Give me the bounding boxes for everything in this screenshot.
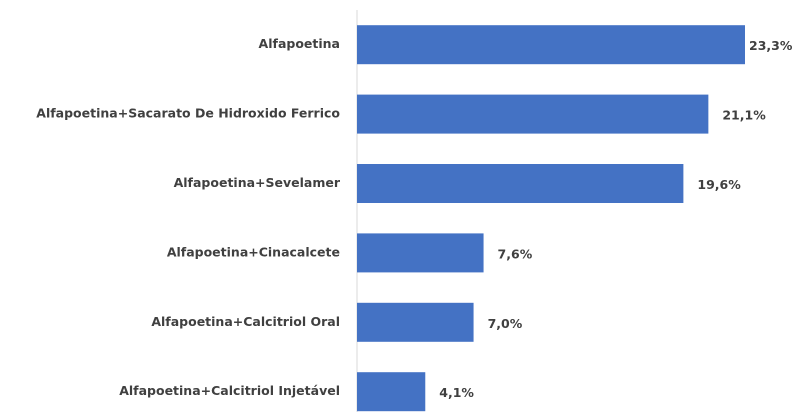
bar bbox=[357, 372, 426, 412]
value-label: 21,1% bbox=[722, 108, 766, 123]
category-label: Alfapoetina+Calcitriol Oral bbox=[151, 314, 340, 329]
bar bbox=[357, 25, 745, 65]
value-label: 19,6% bbox=[697, 177, 741, 192]
category-label: Alfapoetina+Sevelamer bbox=[174, 175, 341, 190]
bar bbox=[357, 302, 474, 342]
bar bbox=[357, 164, 684, 203]
category-label: Alfapoetina+Sacarato De Hidroxido Ferric… bbox=[36, 106, 340, 121]
category-label: Alfapoetina bbox=[259, 36, 340, 51]
category-label: Alfapoetina+Cinacalcete bbox=[167, 244, 340, 259]
category-label: Alfapoetina+Calcitriol Injetável bbox=[119, 383, 340, 398]
bar bbox=[357, 233, 484, 273]
bar bbox=[357, 94, 709, 134]
value-label: 4,1% bbox=[439, 385, 474, 400]
value-label: 23,3% bbox=[749, 38, 793, 53]
value-label: 7,0% bbox=[488, 316, 523, 331]
value-label: 7,6% bbox=[498, 246, 533, 261]
